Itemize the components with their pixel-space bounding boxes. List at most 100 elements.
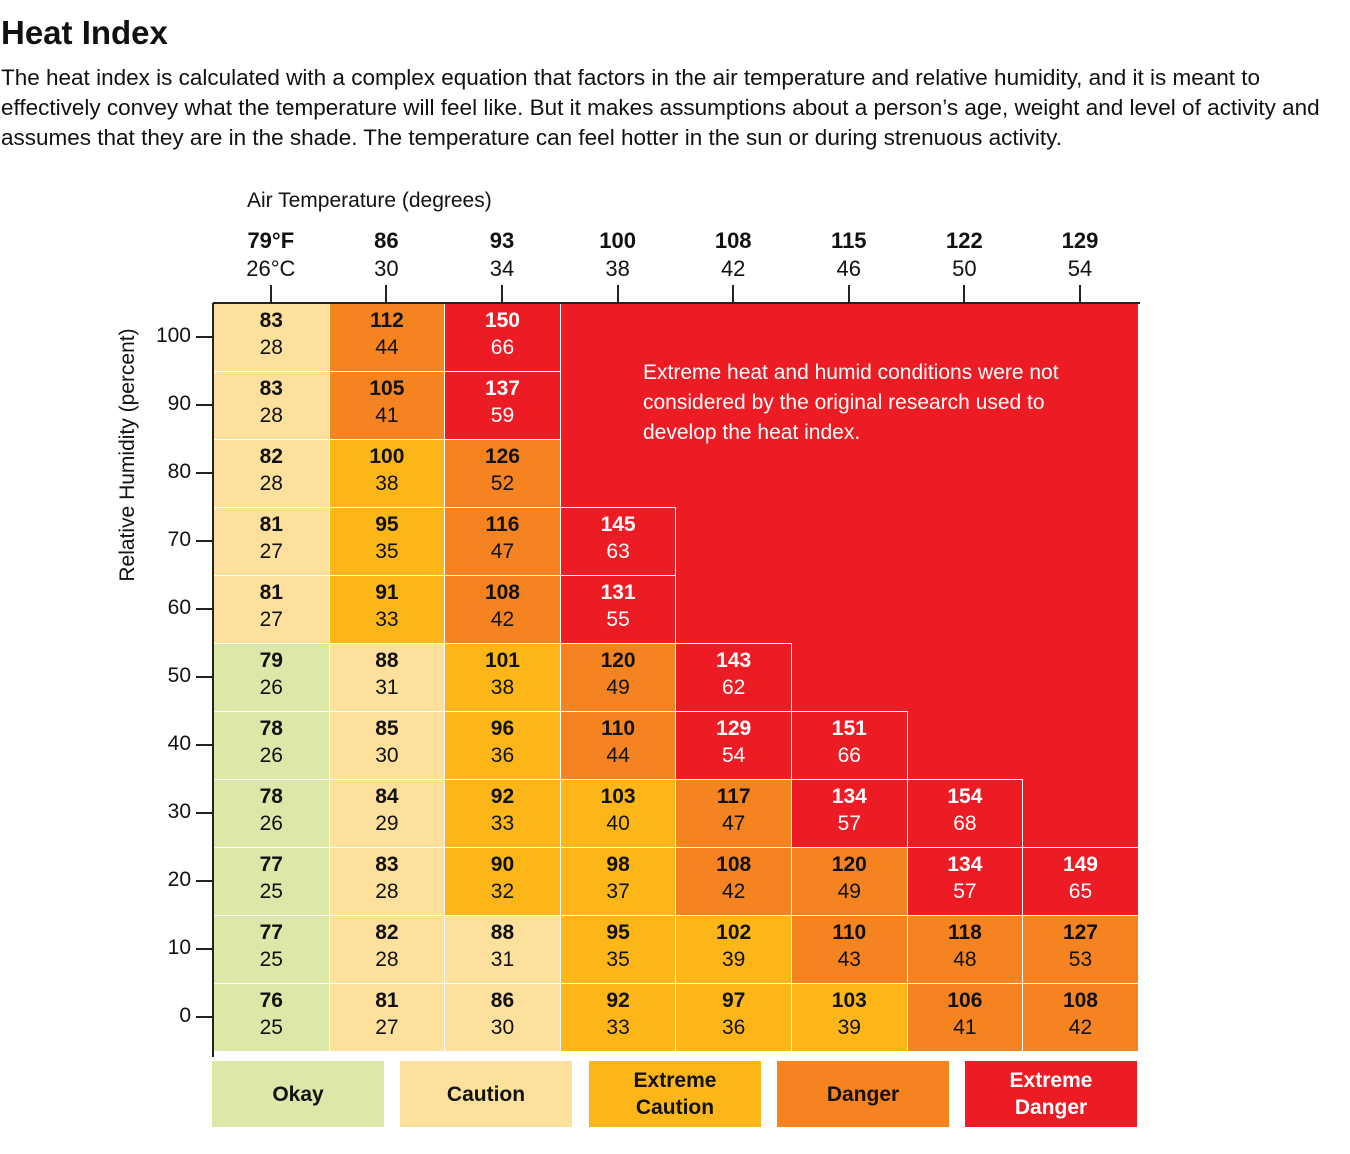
y-tick-label: 0 xyxy=(179,1004,191,1027)
cell-celsius: 38 xyxy=(490,676,515,699)
cell-fahrenheit: 83 xyxy=(259,309,283,332)
legend-label: Danger xyxy=(826,1082,900,1106)
heat-cell: 149 65 xyxy=(1022,847,1139,916)
cell-fahrenheit: 145 xyxy=(600,513,636,536)
heat-cell: 90 32 xyxy=(444,847,561,916)
heat-cell: 110 44 xyxy=(559,711,677,780)
cell-fahrenheit: 150 xyxy=(484,309,520,332)
chart-description: The heat index is calculated with a comp… xyxy=(1,65,1320,150)
cell-celsius: 29 xyxy=(375,812,399,835)
heat-cell: 105 41 xyxy=(328,371,446,440)
y-tick xyxy=(196,404,213,406)
x-tick-fahrenheit: 108 xyxy=(714,228,752,253)
y-axis-line xyxy=(212,303,214,1057)
y-tick-label: 40 xyxy=(167,732,191,755)
heat-cell: 143 62 xyxy=(675,643,792,712)
cell-celsius: 42 xyxy=(490,608,515,631)
cell-celsius: 54 xyxy=(722,744,746,767)
cell-fahrenheit: 137 xyxy=(484,377,520,400)
cell-celsius: 31 xyxy=(490,948,515,971)
cell-fahrenheit: 96 xyxy=(490,717,515,740)
heat-cell: 95 35 xyxy=(559,915,677,984)
cell-celsius: 68 xyxy=(953,812,977,835)
cell-celsius: 39 xyxy=(837,1016,861,1039)
x-tick-fahrenheit: 115 xyxy=(831,228,867,253)
x-tick-label: 129 54 xyxy=(1030,227,1130,283)
cell-fahrenheit: 84 xyxy=(375,785,399,808)
heat-cell: 88 31 xyxy=(444,915,561,984)
cell-celsius: 65 xyxy=(1068,880,1093,903)
heat-cell: 79 26 xyxy=(213,643,330,712)
y-tick xyxy=(196,880,213,882)
heat-cell: 108 42 xyxy=(1022,983,1139,1052)
cell-celsius: 39 xyxy=(722,948,746,971)
heat-cell: 77 25 xyxy=(213,915,330,984)
cell-fahrenheit: 79 xyxy=(259,649,283,672)
heat-cell: 101 38 xyxy=(444,643,561,712)
cell-celsius: 40 xyxy=(606,812,630,835)
x-tick-celsius: 38 xyxy=(605,256,630,281)
heat-cell: 78 26 xyxy=(213,711,330,780)
cell-fahrenheit: 81 xyxy=(375,989,399,1012)
heat-cell: 92 33 xyxy=(444,779,561,848)
legend-label: Caution xyxy=(446,1082,526,1106)
x-tick-fahrenheit: 93 xyxy=(489,228,515,253)
cell-celsius: 30 xyxy=(490,1016,515,1039)
heat-cell: 150 66 xyxy=(444,303,561,372)
cell-celsius: 28 xyxy=(375,880,399,903)
cell-fahrenheit: 78 xyxy=(259,785,283,808)
cell-fahrenheit: 110 xyxy=(601,717,636,740)
heat-cell: 92 33 xyxy=(559,983,677,1052)
heat-cell: 134 57 xyxy=(791,779,908,848)
x-tick xyxy=(616,285,619,303)
cell-celsius: 28 xyxy=(259,336,283,359)
heat-cell: 103 40 xyxy=(559,779,677,848)
heat-cell: 96 36 xyxy=(444,711,561,780)
cell-fahrenheit: 116 xyxy=(485,513,520,536)
cell-celsius: 38 xyxy=(375,472,399,495)
cell-celsius: 32 xyxy=(490,880,515,903)
legend-item: Danger xyxy=(777,1061,949,1127)
cell-fahrenheit: 149 xyxy=(1062,853,1098,876)
cell-celsius: 33 xyxy=(490,812,515,835)
x-tick xyxy=(732,285,735,303)
x-tick xyxy=(963,285,966,303)
x-tick xyxy=(847,285,850,303)
cell-fahrenheit: 82 xyxy=(375,921,399,944)
heat-cell: 127 53 xyxy=(1022,915,1139,984)
legend-item: Okay xyxy=(212,1061,384,1127)
cell-celsius: 49 xyxy=(837,880,861,903)
legend-item: Extreme Caution xyxy=(589,1061,761,1127)
y-tick-label: 100 xyxy=(155,324,191,347)
cell-fahrenheit: 81 xyxy=(259,581,283,604)
y-axis-label: Relative Humidity (percent) xyxy=(116,328,139,582)
legend-label: Extreme Danger xyxy=(1009,1069,1093,1119)
cell-celsius: 33 xyxy=(375,608,399,631)
cell-fahrenheit: 100 xyxy=(369,445,405,468)
cell-fahrenheit: 92 xyxy=(606,989,630,1012)
x-tick-celsius: 42 xyxy=(720,256,746,281)
heat-cell: 145 63 xyxy=(559,507,677,576)
cell-celsius: 43 xyxy=(837,948,861,971)
heat-cell: 77 25 xyxy=(213,847,330,916)
heat-cell: 83 28 xyxy=(328,847,446,916)
cell-celsius: 26 xyxy=(259,812,283,835)
cell-fahrenheit: 134 xyxy=(831,785,867,808)
cell-fahrenheit: 98 xyxy=(606,853,630,876)
cell-fahrenheit: 134 xyxy=(947,853,983,876)
cell-fahrenheit: 112 xyxy=(369,309,404,332)
cell-fahrenheit: 83 xyxy=(259,377,283,400)
y-tick-label: 80 xyxy=(167,460,191,483)
x-tick-celsius: 26°C xyxy=(246,256,296,281)
x-tick-label: 100 38 xyxy=(568,227,668,283)
x-tick-label: 122 50 xyxy=(914,227,1014,283)
heat-cell: 98 37 xyxy=(559,847,677,916)
heat-cell: 112 44 xyxy=(328,303,446,372)
heat-cell: 78 26 xyxy=(213,779,330,848)
heat-cell: 120 49 xyxy=(791,847,908,916)
cell-celsius: 52 xyxy=(490,472,515,495)
cell-fahrenheit: 103 xyxy=(600,785,636,808)
heat-cell: 117 47 xyxy=(675,779,792,848)
cell-fahrenheit: 154 xyxy=(947,785,983,808)
heat-cell: 100 38 xyxy=(328,439,446,508)
